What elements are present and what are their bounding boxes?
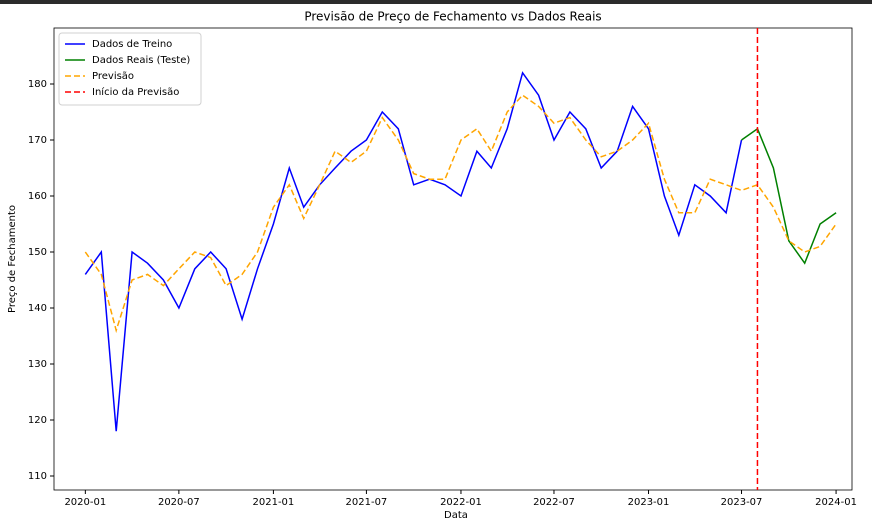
x-axis-label: Data — [444, 510, 468, 520]
y-tick-label: 120 — [28, 415, 47, 426]
x-tick-label: 2021-01 — [253, 497, 295, 508]
y-tick-label: 150 — [28, 247, 47, 258]
series-line — [84, 71, 743, 432]
x-tick-label: 2022-01 — [440, 497, 482, 508]
y-tick-label: 170 — [28, 135, 47, 146]
y-tick-label: 110 — [28, 471, 47, 482]
x-tick-label: 2022-07 — [533, 497, 575, 508]
chart-title: Previsão de Preço de Fechamento vs Dados… — [304, 10, 601, 24]
x-tick-label: 2023-01 — [628, 497, 670, 508]
legend-label: Dados Reais (Teste) — [92, 55, 190, 66]
y-axis-label: Preço de Fechamento — [7, 205, 18, 313]
x-tick-label: 2024-01 — [815, 497, 857, 508]
x-tick-label: 2020-07 — [158, 497, 200, 508]
y-tick-label: 180 — [28, 79, 47, 90]
y-tick-label: 130 — [28, 359, 47, 370]
window-border — [0, 0, 872, 4]
series-line — [84, 94, 837, 334]
y-tick-label: 160 — [28, 191, 47, 202]
x-tick-label: 2021-07 — [346, 497, 388, 508]
legend-label: Previsão — [92, 71, 134, 82]
legend-label: Início da Previsão — [92, 86, 179, 98]
y-tick-label: 140 — [28, 303, 47, 314]
x-tick-label: 2020-01 — [64, 497, 106, 508]
plot-frame — [53, 27, 853, 491]
x-tick-label: 2023-07 — [721, 497, 763, 508]
legend-box — [58, 32, 202, 106]
legend-label: Dados de Treino — [92, 39, 172, 50]
